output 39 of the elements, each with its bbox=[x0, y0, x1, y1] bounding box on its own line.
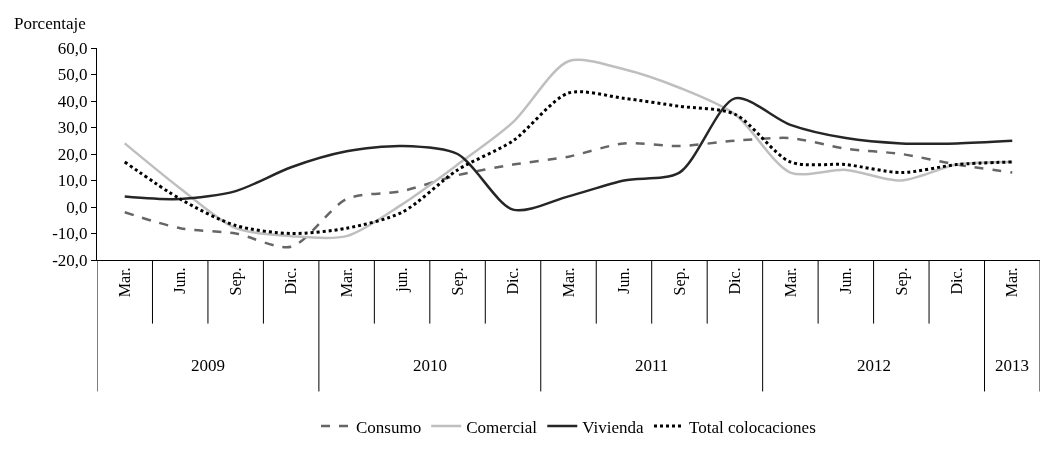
y-tick-label: -20,0 bbox=[52, 250, 88, 270]
x-tick-label: Mar. bbox=[337, 267, 355, 298]
x-tick-label: jun. bbox=[393, 267, 412, 293]
y-tick-label: 20,0 bbox=[57, 144, 88, 164]
x-tick-label: Sep. bbox=[448, 267, 467, 296]
x-tick-label: Sep. bbox=[892, 267, 911, 296]
y-tick-label: -10,0 bbox=[52, 224, 88, 244]
y-tick-label: 40,0 bbox=[57, 91, 88, 111]
line-series bbox=[123, 97, 1014, 212]
x-tick-label: Mar. bbox=[115, 267, 133, 298]
text: 2010 bbox=[413, 356, 447, 375]
text: 2011 bbox=[635, 356, 669, 375]
x-tick-label: Mar. bbox=[559, 267, 577, 298]
y-tick-label: 0,0 bbox=[66, 197, 88, 217]
x-tick-label: Sep. bbox=[670, 267, 689, 296]
line-series bbox=[123, 136, 1014, 249]
text: 2009 bbox=[191, 356, 225, 375]
y-tick-label: 50,0 bbox=[57, 65, 88, 85]
legend-label: Comercial bbox=[466, 417, 538, 437]
x-tick-label: Dic. bbox=[726, 267, 744, 295]
x-tick-label: Mar. bbox=[781, 267, 799, 298]
x-tick-label: Dic. bbox=[947, 267, 965, 295]
y-tick-label: 10,0 bbox=[57, 171, 88, 191]
x-tick-label: Sep. bbox=[226, 267, 245, 296]
x-tick-label: Mar. bbox=[1003, 267, 1021, 298]
x-tick-label: Dic. bbox=[282, 267, 300, 295]
x-tick-label: Jun. bbox=[837, 267, 855, 294]
y-axis-title: Porcentaje bbox=[14, 14, 86, 33]
text: 2012 bbox=[857, 356, 891, 375]
x-tick-label: Jun. bbox=[615, 267, 633, 294]
y-tick-label: 60,0 bbox=[57, 38, 88, 58]
x-tick-label: Dic. bbox=[504, 267, 522, 295]
text: 2013 bbox=[995, 356, 1029, 375]
legend-label: Total colocaciones bbox=[689, 417, 816, 437]
x-tick-label: Jun. bbox=[171, 267, 189, 294]
line-series bbox=[123, 90, 1014, 235]
legend-label: Consumo bbox=[356, 417, 422, 437]
y-tick-label: 30,0 bbox=[57, 118, 88, 138]
legend-label: Vivienda bbox=[582, 417, 645, 437]
